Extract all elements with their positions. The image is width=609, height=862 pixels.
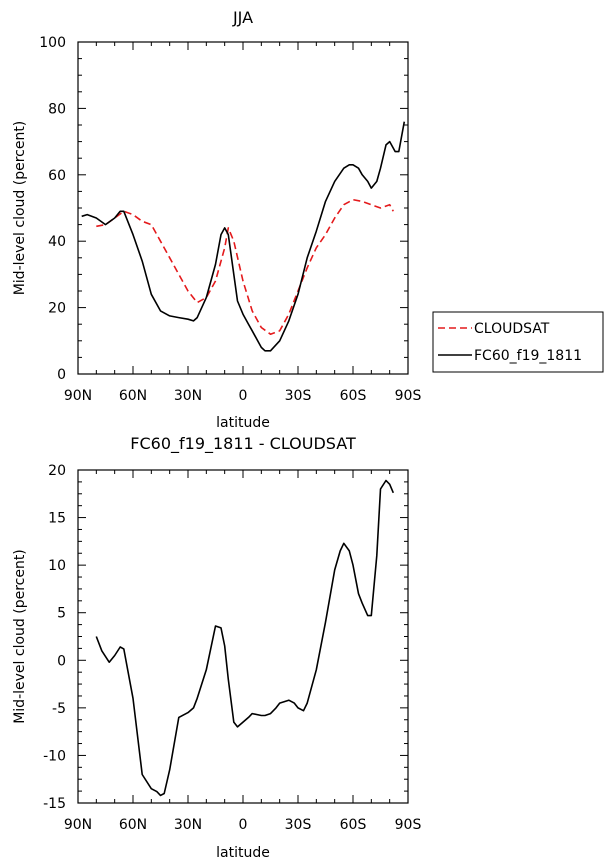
legend-label: FC60_f19_1811 xyxy=(474,348,582,364)
series-line-fc60-f19-1811 xyxy=(81,121,406,352)
x-tick-label: 90N xyxy=(64,817,92,833)
y-axis: 0 20 40 60 80 100 xyxy=(39,35,408,383)
x-axis-label: latitude xyxy=(216,415,270,431)
y-tick-label: 20 xyxy=(48,463,66,479)
chart-panel-2: FC60_f19_1811 - CLOUDSAT 90N 60N 30N 0 30S 60S… xyxy=(12,434,421,861)
x-tick-label: 30N xyxy=(174,817,202,833)
chart-panel-1: JJA 90N 60N 30N 0 30S 60S 90S latitude 0 20 40 60 80 1… xyxy=(12,8,604,431)
y-tick-label: 5 xyxy=(57,606,66,622)
x-tick-label: 60S xyxy=(340,388,367,404)
panel-title: JJA xyxy=(232,8,253,27)
y-tick-label: 20 xyxy=(48,301,66,317)
legend-label: CLOUDSAT xyxy=(474,321,550,337)
y-tick-label: 0 xyxy=(57,653,66,669)
series-line-1 xyxy=(95,479,395,797)
y-tick-label: -5 xyxy=(52,701,66,717)
y-tick-label: 15 xyxy=(48,511,66,527)
plot-frame xyxy=(77,469,409,804)
x-tick-label: 60S xyxy=(340,817,367,833)
y-tick-label: 60 xyxy=(48,168,66,184)
x-tick-label: 0 xyxy=(239,817,248,833)
y-axis: -15 -10 -5 0 5 10 15 20 xyxy=(43,463,408,812)
x-axis-label: latitude xyxy=(216,845,270,861)
legend-box xyxy=(432,311,604,373)
x-tick-label: 60N xyxy=(119,388,147,404)
y-tick-label: 0 xyxy=(57,367,66,383)
x-tick-label: 30S xyxy=(285,817,312,833)
x-axis: 90N 60N 30N 0 30S 60S 90S xyxy=(64,42,422,404)
x-tick-label: 90S xyxy=(395,817,422,833)
y-tick-label: -10 xyxy=(43,748,66,764)
panel-title: FC60_f19_1811 - CLOUDSAT xyxy=(130,434,356,454)
y-axis-label: Mid-level cloud (percent) xyxy=(12,121,28,296)
y-tick-label: 80 xyxy=(48,101,66,117)
y-tick-label: -15 xyxy=(43,796,66,812)
x-tick-label: 90N xyxy=(64,388,92,404)
plot-frame xyxy=(77,41,409,375)
series-line-cloudsat xyxy=(96,198,395,336)
x-tick-label: 90S xyxy=(395,388,422,404)
x-tick-label: 30S xyxy=(285,388,312,404)
legend: CLOUDSAT FC60_f19_1811 xyxy=(432,311,604,373)
x-axis: 90N 60N 30N 0 30S 60S 90S xyxy=(64,470,422,833)
x-tick-label: 0 xyxy=(239,388,248,404)
x-tick-label: 30N xyxy=(174,388,202,404)
y-axis-label: Mid-level cloud (percent) xyxy=(12,549,28,724)
y-tick-label: 40 xyxy=(48,234,66,250)
y-tick-label: 10 xyxy=(48,558,66,574)
x-tick-label: 60N xyxy=(119,817,147,833)
y-tick-label: 100 xyxy=(39,35,66,51)
